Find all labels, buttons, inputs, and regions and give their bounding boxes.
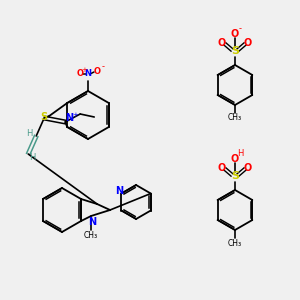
Text: O: O — [218, 38, 226, 48]
Text: O: O — [231, 154, 239, 164]
Text: CH₃: CH₃ — [228, 238, 242, 247]
Text: O: O — [231, 29, 239, 39]
Text: -: - — [101, 62, 104, 71]
Text: O: O — [244, 163, 252, 173]
Text: O: O — [218, 163, 226, 173]
Text: O: O — [244, 38, 252, 48]
Text: +: + — [72, 112, 78, 118]
Text: CH₃: CH₃ — [84, 230, 98, 239]
Text: O: O — [76, 70, 83, 79]
Text: S: S — [41, 112, 48, 122]
Text: N: N — [115, 185, 123, 196]
Text: +: + — [81, 67, 87, 73]
Text: H: H — [26, 128, 32, 137]
Text: -: - — [238, 25, 242, 34]
Text: N: N — [88, 217, 96, 227]
Text: S: S — [231, 171, 239, 181]
Text: N: N — [85, 70, 92, 79]
Text: H: H — [237, 149, 243, 158]
Text: H: H — [29, 154, 35, 163]
Text: CH₃: CH₃ — [228, 113, 242, 122]
Text: S: S — [231, 46, 239, 56]
Text: O: O — [94, 67, 100, 76]
Text: N: N — [65, 113, 73, 123]
